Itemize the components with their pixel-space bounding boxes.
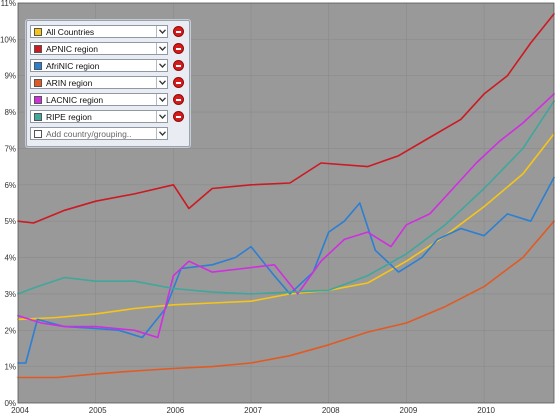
legend-label: APNIC region bbox=[46, 43, 98, 54]
series-line bbox=[17, 13, 555, 224]
legend-row: ARIN region bbox=[30, 75, 189, 90]
y-tick-label: 4% bbox=[4, 254, 16, 263]
remove-series-button[interactable] bbox=[173, 111, 184, 122]
legend-label: LACNIC region bbox=[46, 94, 104, 105]
y-axis-ticks: 0% 1% 2% 3% 4% 5% 6% 7% 8% 9% 10% 11% bbox=[0, 0, 16, 408]
y-tick-label: 1% bbox=[4, 363, 16, 372]
add-series-placeholder: Add country/grouping.. bbox=[46, 128, 132, 139]
series-select[interactable]: All Countries bbox=[30, 25, 168, 38]
legend-label: RIPE region bbox=[46, 111, 92, 122]
series-line bbox=[17, 100, 555, 295]
legend-panel: All Countries APNIC region AfriNIC region A… bbox=[26, 20, 190, 147]
empty-swatch bbox=[34, 129, 42, 138]
chevron-down-icon[interactable] bbox=[156, 26, 167, 37]
chevron-down-icon[interactable] bbox=[156, 94, 167, 105]
legend-swatch bbox=[34, 27, 42, 36]
legend-row: All Countries bbox=[30, 24, 189, 39]
y-tick-label: 2% bbox=[4, 326, 16, 335]
legend-swatch bbox=[34, 44, 42, 53]
legend-row: RIPE region bbox=[30, 109, 189, 124]
chevron-down-icon[interactable] bbox=[156, 128, 167, 139]
x-tick-label: 2005 bbox=[89, 406, 107, 415]
add-series-select[interactable]: Add country/grouping.. bbox=[30, 127, 168, 140]
x-tick-label: 2006 bbox=[166, 406, 184, 415]
y-tick-label: 8% bbox=[4, 108, 16, 117]
series-line bbox=[17, 176, 555, 364]
x-tick-label: 2010 bbox=[477, 406, 495, 415]
chevron-down-icon[interactable] bbox=[156, 77, 167, 88]
series-select[interactable]: RIPE region bbox=[30, 110, 168, 123]
series-line bbox=[17, 93, 555, 339]
chevron-down-icon[interactable] bbox=[156, 43, 167, 54]
series-select[interactable]: APNIC region bbox=[30, 42, 168, 55]
series-line bbox=[17, 220, 555, 379]
x-tick-label: 2008 bbox=[322, 406, 340, 415]
series-select[interactable]: AfriNIC region bbox=[30, 59, 168, 72]
y-tick-label: 7% bbox=[4, 144, 16, 153]
y-tick-label: 9% bbox=[4, 72, 16, 81]
y-tick-label: 5% bbox=[4, 217, 16, 226]
add-series-row: Add country/grouping.. bbox=[30, 126, 189, 141]
y-tick-label: 6% bbox=[4, 181, 16, 190]
legend-label: ARIN region bbox=[46, 77, 93, 88]
remove-series-button[interactable] bbox=[173, 43, 184, 54]
y-tick-label: 11% bbox=[1, 0, 16, 8]
x-tick-label: 2004 bbox=[11, 406, 29, 415]
remove-series-button[interactable] bbox=[173, 77, 184, 88]
y-tick-label: 10% bbox=[0, 35, 16, 44]
x-tick-label: 2007 bbox=[244, 406, 262, 415]
remove-series-button[interactable] bbox=[173, 26, 184, 37]
chevron-down-icon[interactable] bbox=[156, 60, 167, 71]
x-tick-label: 2009 bbox=[400, 406, 418, 415]
remove-series-button[interactable] bbox=[173, 60, 184, 71]
legend-row: AfriNIC region bbox=[30, 58, 189, 73]
legend-label: AfriNIC region bbox=[46, 60, 100, 71]
legend-swatch bbox=[34, 112, 42, 121]
series-select[interactable]: LACNIC region bbox=[30, 93, 168, 106]
series-lines bbox=[17, 13, 555, 379]
legend-label: All Countries bbox=[46, 26, 95, 37]
legend-swatch bbox=[34, 95, 42, 104]
legend-row: LACNIC region bbox=[30, 92, 189, 107]
legend-swatch bbox=[34, 78, 42, 87]
x-axis-ticks: 2004 2005 2006 2007 2008 2009 2010 bbox=[11, 406, 495, 415]
series-select[interactable]: ARIN region bbox=[30, 76, 168, 89]
chevron-down-icon[interactable] bbox=[156, 111, 167, 122]
plot-frame bbox=[17, 2, 555, 404]
legend-swatch bbox=[34, 61, 42, 70]
y-tick-label: 3% bbox=[4, 290, 16, 299]
legend-row: APNIC region bbox=[30, 41, 189, 56]
y-tick-label: 0% bbox=[4, 399, 16, 408]
remove-series-button[interactable] bbox=[173, 94, 184, 105]
